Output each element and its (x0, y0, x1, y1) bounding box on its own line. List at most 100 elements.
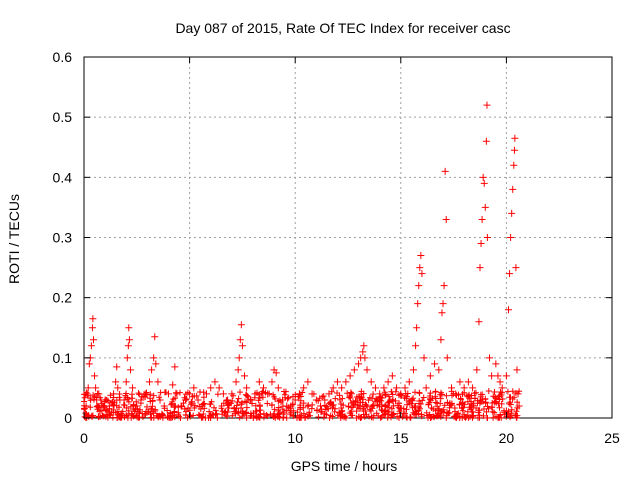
y-tick-label: 0.6 (53, 49, 73, 65)
x-tick-label: 10 (287, 430, 303, 446)
data-point (426, 372, 434, 380)
data-point (304, 378, 312, 386)
data-point (422, 384, 430, 392)
data-point (300, 384, 308, 392)
data-point (359, 348, 367, 356)
y-tick-label: 0.3 (53, 230, 73, 246)
data-point (238, 342, 246, 350)
data-point (388, 372, 396, 380)
data-point (515, 402, 523, 410)
data-point (488, 372, 496, 380)
y-axis-ticks: 0 0.1 0.2 0.3 0.4 0.5 0.6 (53, 49, 612, 426)
data-point (148, 366, 156, 374)
plot-frame (83, 56, 613, 419)
data-point (361, 354, 369, 362)
data-point (333, 378, 341, 386)
data-point (482, 137, 490, 145)
data-point (413, 324, 421, 332)
data-point (169, 381, 177, 389)
data-point (505, 306, 513, 314)
data-point (483, 101, 491, 109)
data-point (291, 396, 299, 404)
data-point (418, 270, 426, 278)
data-point (442, 215, 450, 223)
data-point (452, 390, 460, 398)
data-point (126, 366, 134, 374)
data-point (443, 354, 451, 362)
data-point (321, 396, 329, 404)
data-point (151, 333, 159, 341)
data-point (113, 363, 121, 371)
data-point (141, 390, 149, 398)
data-point (481, 203, 489, 211)
data-point (112, 378, 120, 386)
data-point (477, 240, 485, 248)
data-point (496, 378, 504, 386)
data-point (190, 384, 198, 392)
data-point (125, 336, 133, 344)
data-point (486, 354, 494, 362)
data-point (150, 354, 158, 362)
data-point (431, 360, 439, 368)
data-point (137, 396, 145, 404)
data-point (228, 390, 236, 398)
y-tick-label: 0 (64, 410, 72, 426)
data-point (241, 372, 249, 380)
data-point (125, 324, 133, 332)
data-point (198, 402, 206, 410)
data-point (251, 390, 259, 398)
data-point (409, 366, 417, 374)
data-point (360, 342, 368, 350)
data-point (513, 366, 521, 374)
data-point (475, 318, 483, 326)
x-axis-ticks: 0 5 10 15 20 25 (80, 57, 620, 446)
data-point (83, 390, 91, 398)
data-point (237, 321, 245, 329)
data-point (274, 384, 282, 392)
data-point (88, 324, 96, 332)
x-tick-label: 0 (80, 430, 88, 446)
data-point (101, 396, 109, 404)
data-point (464, 378, 472, 386)
data-point (215, 384, 223, 392)
data-point (363, 366, 371, 374)
data-point (177, 402, 185, 410)
data-point (124, 342, 132, 350)
data-point (247, 396, 255, 404)
data-point (181, 396, 189, 404)
plot-area (81, 56, 613, 421)
x-tick-label: 15 (393, 430, 409, 446)
data-point (469, 384, 477, 392)
data-point (234, 366, 242, 374)
data-point (317, 402, 325, 410)
x-axis-label: GPS time / hours (291, 458, 398, 474)
data-point (133, 402, 141, 410)
data-point (295, 390, 303, 398)
data-point (171, 363, 179, 371)
data-point (502, 372, 510, 380)
data-point (110, 390, 118, 398)
data-point (123, 354, 131, 362)
data-point (417, 252, 425, 260)
data-point (89, 315, 97, 323)
data-point (105, 402, 113, 410)
data-point (476, 264, 484, 272)
y-tick-label: 0.1 (53, 350, 73, 366)
data-point (160, 402, 168, 410)
data-point (415, 282, 423, 290)
data-point (460, 384, 468, 392)
data-point (91, 372, 99, 380)
data-point (492, 360, 500, 368)
data-point (456, 378, 464, 386)
data-point (264, 390, 272, 398)
data-point (194, 396, 202, 404)
data-point (82, 402, 90, 410)
data-point (255, 378, 263, 386)
data-point (325, 390, 333, 398)
data-point (164, 390, 172, 398)
grid-lines (84, 57, 612, 418)
data-point (405, 378, 413, 386)
data-point (279, 396, 287, 404)
data-point (506, 270, 514, 278)
data-point (439, 300, 447, 308)
